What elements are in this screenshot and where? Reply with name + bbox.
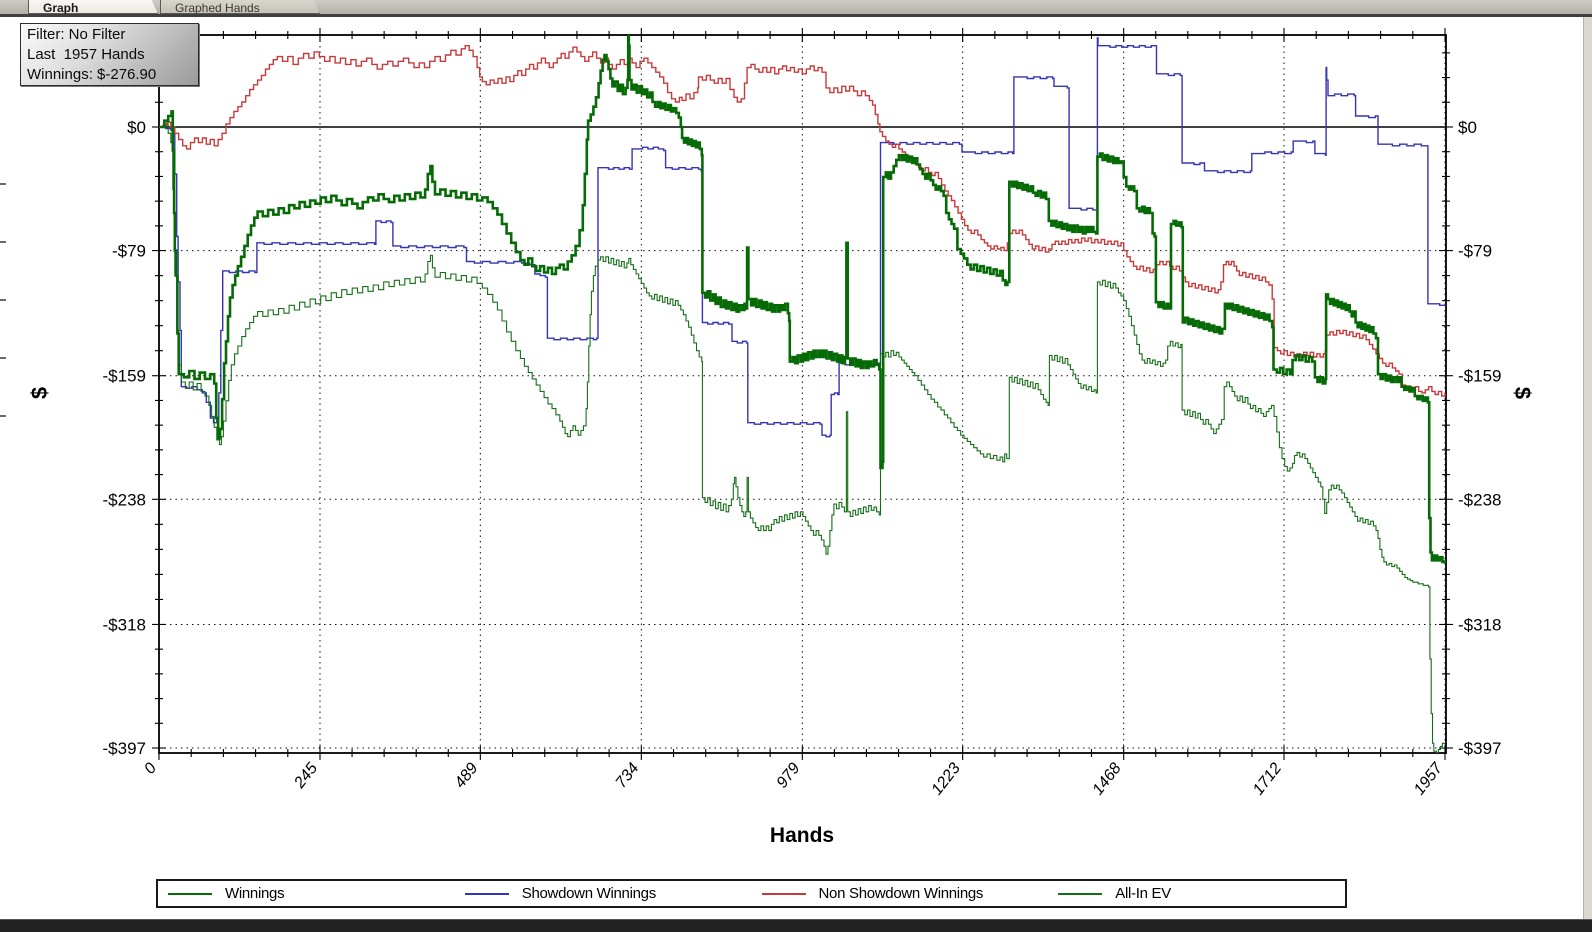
tab-strip-divider [0, 14, 1592, 17]
y-tick-label-left: -$159 [103, 367, 146, 386]
y-tick-label-right: -$79 [1458, 242, 1492, 261]
legend-label: Non Showdown Winnings [818, 885, 984, 902]
legend-line-swatch [761, 892, 806, 895]
x-tick-label: 489 [452, 760, 482, 792]
x-tick-label: 1468 [1090, 760, 1125, 799]
legend-item-non-showdown-winnings: Non Showdown Winnings [752, 885, 1049, 902]
legend-label: Winnings [225, 885, 285, 902]
y-tick-label-right: $0 [1458, 118, 1477, 137]
splitter-grip-dash [0, 357, 6, 359]
legend: Winnings Showdown Winnings Non Showdown Wi… [156, 879, 1347, 908]
y-tick-label-left: -$79 [112, 242, 146, 261]
x-tick-label: 1223 [929, 760, 964, 799]
tab-graph[interactable]: Graph [28, 0, 158, 14]
series-all-in-ev [159, 123, 1445, 753]
info-winnings-line: Winnings: $-276.90 [27, 66, 157, 83]
x-tick-label: 245 [291, 760, 322, 792]
legend-line-swatch [168, 892, 212, 895]
y-tick-label-left: -$238 [103, 490, 146, 509]
y-tick-label-left: $0 [127, 118, 146, 137]
y-tick-label-left: -$318 [103, 615, 146, 634]
x-tick-label: 1957 [1411, 759, 1447, 798]
series-showdown-winnings [159, 37, 1446, 438]
legend-line-swatch [1058, 892, 1103, 895]
x-tick-label: 734 [613, 760, 643, 792]
info-filter-line: Filter: No Filter [27, 26, 126, 43]
right-scroll-gutter[interactable] [1583, 17, 1592, 919]
splitter-grip-dash [0, 183, 6, 185]
y-axis-title-left: $ [27, 386, 53, 400]
splitter-grip-dash [0, 241, 6, 243]
y-tick-label-right: -$159 [1458, 367, 1501, 386]
y-axis-title-right: $ [1510, 386, 1536, 400]
legend-item-winnings: Winnings [158, 885, 455, 902]
tab-bar: Graph Graphed Hands [0, 0, 1592, 14]
tab-graphed-hands[interactable]: Graphed Hands [160, 0, 320, 14]
y-tick-label-right: -$397 [1458, 739, 1501, 758]
splitter-grip-dash [0, 415, 6, 417]
x-tick-label: 0 [141, 760, 160, 778]
x-tick-label: 1712 [1250, 760, 1285, 799]
legend-item-all-in-ev: All-In EV [1048, 885, 1345, 902]
y-tick-label-right: -$238 [1458, 490, 1501, 509]
x-tick-label: 979 [774, 760, 804, 792]
legend-item-showdown-winnings: Showdown Winnings [455, 885, 752, 902]
splitter-grip-dash [0, 299, 6, 301]
filter-info-box: Filter: No Filter Last 1957 Hands Winnin… [20, 23, 199, 86]
info-hands-line: Last 1957 Hands [27, 46, 145, 63]
series-non-showdown-winnings [159, 45, 1446, 397]
series-winnings [159, 35, 1446, 564]
y-tick-label-right: -$318 [1458, 615, 1501, 634]
tab-graphed-hands-label: Graphed Hands [175, 1, 260, 14]
legend-line-swatch [464, 892, 509, 895]
y-tick-label-left: -$397 [103, 739, 146, 758]
legend-label: All-In EV [1115, 885, 1171, 902]
x-axis-title: Hands [769, 824, 835, 847]
tab-graph-label: Graph [43, 1, 79, 14]
bottom-status-bar [0, 919, 1592, 932]
legend-label: Showdown Winnings [521, 885, 656, 902]
